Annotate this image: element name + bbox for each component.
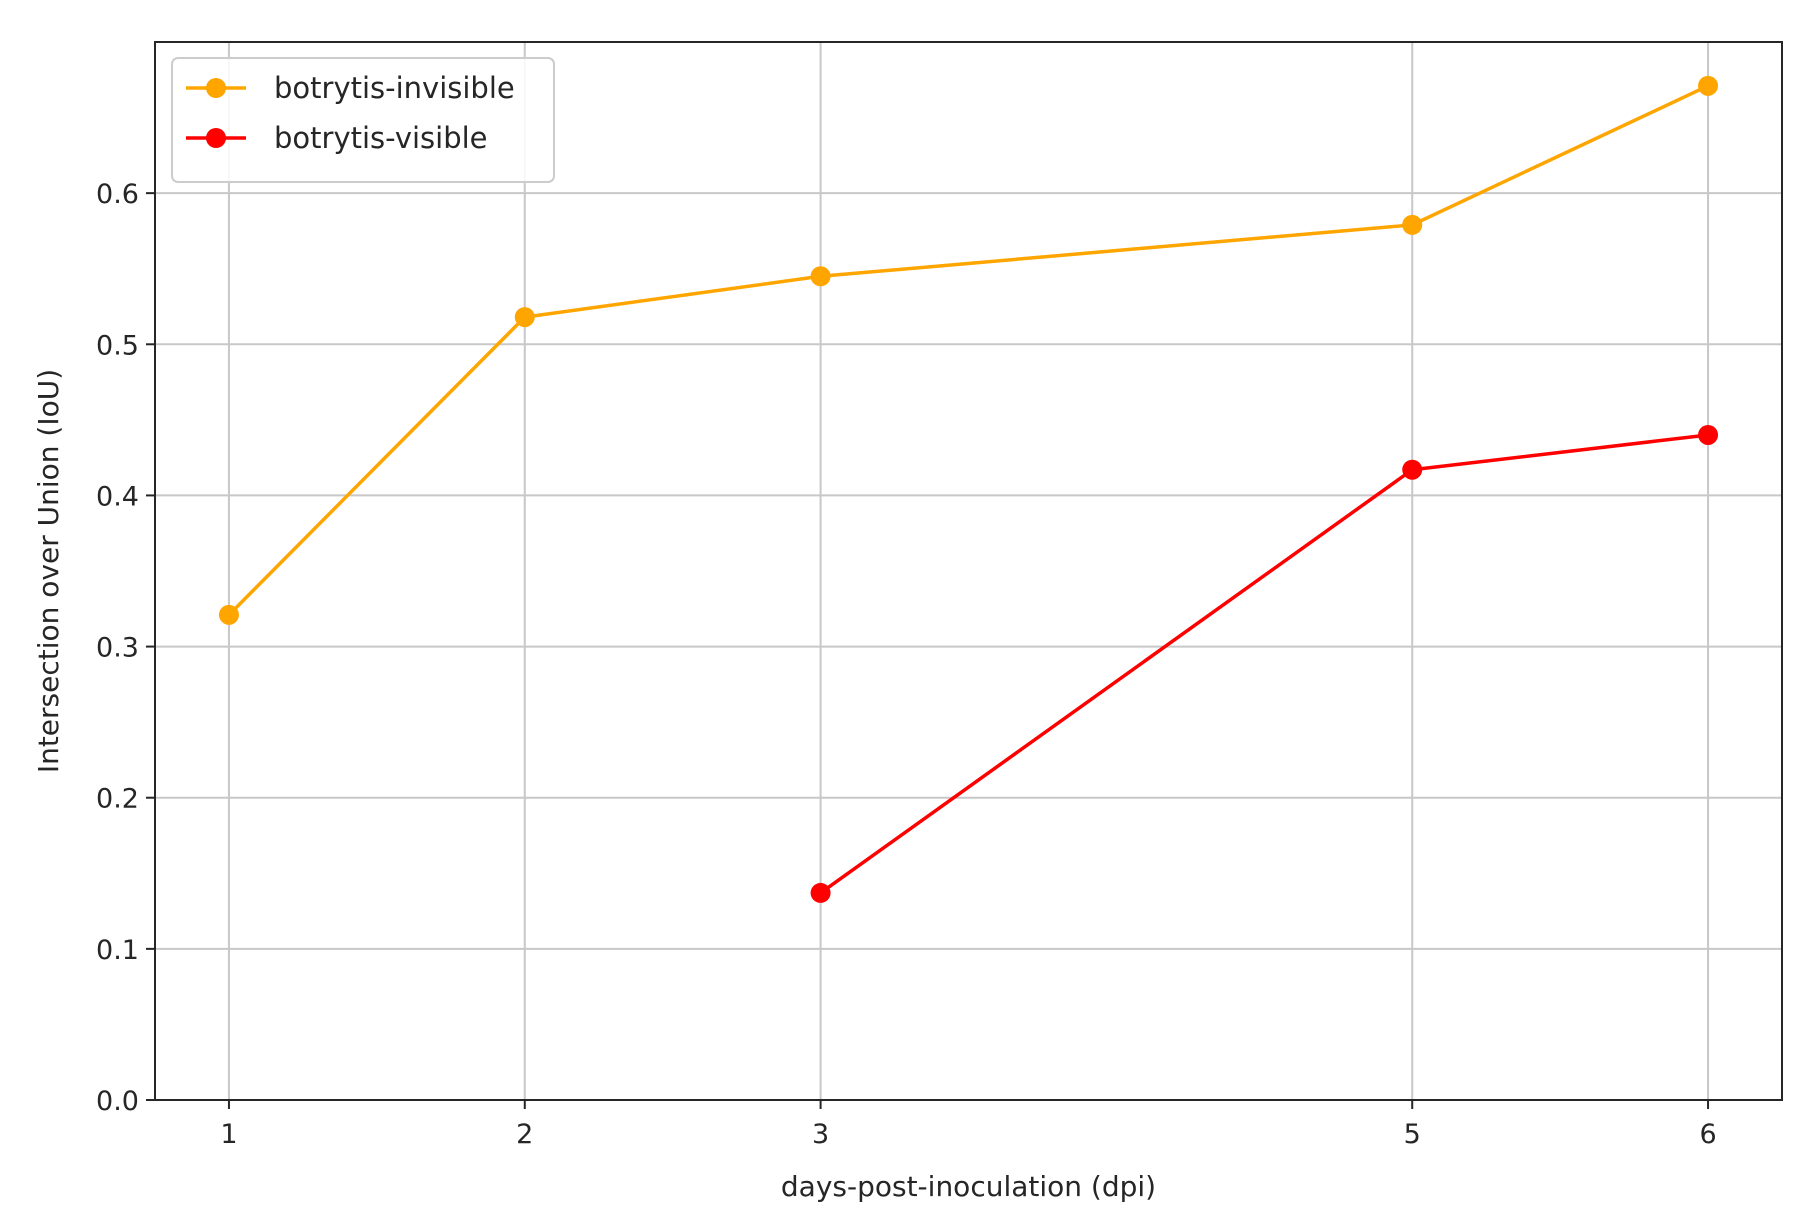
data-point bbox=[1698, 75, 1719, 96]
plot-frame bbox=[154, 41, 1783, 1101]
x-tick-label: 5 bbox=[1404, 1119, 1421, 1150]
y-tick-label: 0.2 bbox=[96, 784, 139, 815]
y-tick-label: 0.0 bbox=[96, 1086, 139, 1117]
legend: botrytis-invisible botrytis-visible bbox=[171, 57, 555, 183]
legend-label: botrytis-visible bbox=[274, 121, 488, 155]
series-botrytis-invisible bbox=[218, 75, 1719, 625]
data-point bbox=[1402, 459, 1423, 480]
legend-marker bbox=[206, 128, 226, 148]
x-tick-label: 2 bbox=[516, 1119, 533, 1150]
data-point bbox=[1698, 424, 1719, 445]
legend-box bbox=[171, 57, 555, 183]
data-point bbox=[218, 604, 239, 625]
series-botrytis-visible bbox=[810, 424, 1719, 903]
y-tick-label: 0.5 bbox=[96, 330, 139, 361]
legend-label: botrytis-invisible bbox=[274, 71, 515, 105]
y-tick-label: 0.6 bbox=[96, 179, 139, 210]
x-axis-label: days-post-inoculation (dpi) bbox=[781, 1170, 1156, 1203]
y-tick-label: 0.3 bbox=[96, 633, 139, 664]
series-layer bbox=[218, 75, 1719, 903]
grid bbox=[155, 42, 1782, 1101]
x-tick-label: 1 bbox=[220, 1119, 237, 1150]
data-point bbox=[810, 882, 831, 903]
legend-item: botrytis-invisible bbox=[186, 71, 515, 105]
x-tick-label: 6 bbox=[1699, 1119, 1716, 1150]
y-tick-label: 0.1 bbox=[96, 935, 139, 966]
data-point bbox=[1402, 214, 1423, 235]
data-point bbox=[514, 307, 535, 328]
legend-marker bbox=[206, 78, 226, 98]
y-tick-label: 0.4 bbox=[96, 481, 139, 512]
axis-ticks: 1 2 3 5 6 0.0 0.1 0.2 0.3 0.4 0.5 0.6 bbox=[96, 179, 1717, 1150]
legend-item: botrytis-visible bbox=[186, 121, 488, 155]
y-axis-label: Intersection over Union (IoU) bbox=[32, 369, 65, 773]
x-tick-label: 3 bbox=[812, 1119, 829, 1150]
data-point bbox=[810, 266, 831, 287]
